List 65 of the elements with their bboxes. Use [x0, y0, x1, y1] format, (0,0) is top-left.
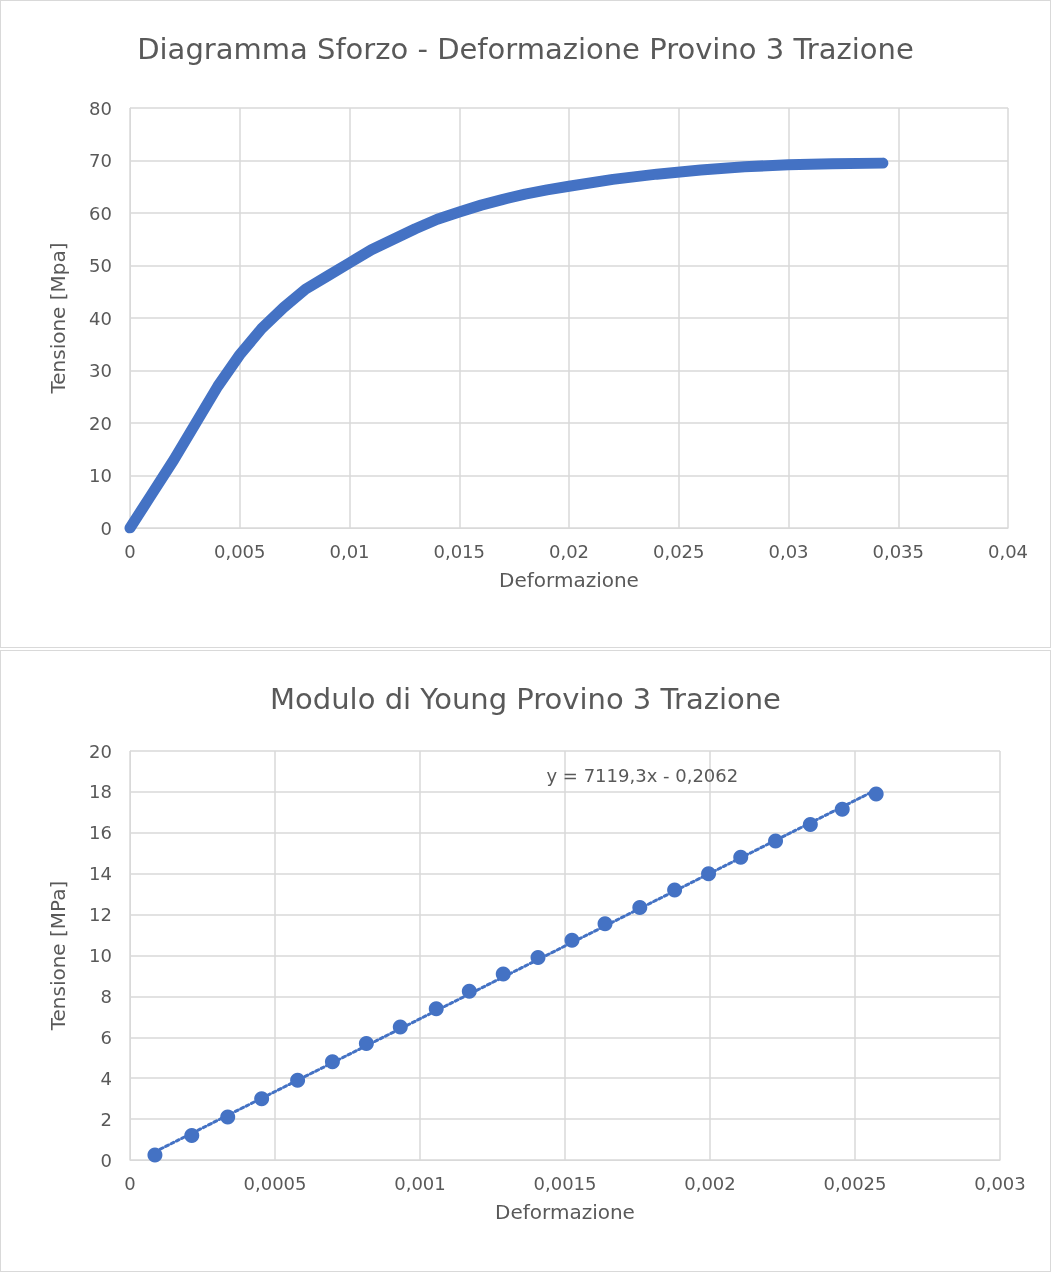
- y-tick-label: 6: [100, 1026, 112, 1048]
- y-tick-label: 8: [100, 985, 112, 1007]
- point: [701, 866, 717, 882]
- point: [802, 817, 818, 833]
- point: [358, 1035, 374, 1051]
- y-tick-label: 14: [89, 863, 112, 885]
- x-tick-label: 0,001: [394, 1172, 446, 1194]
- point: [530, 950, 546, 966]
- y-tick-label: 20: [89, 412, 112, 434]
- y-tick-label: 4: [100, 1067, 112, 1089]
- point: [564, 932, 580, 948]
- x-tick-label: 0,005: [213, 540, 266, 562]
- point: [184, 1127, 200, 1143]
- x-tick-label: 0,03: [768, 540, 809, 562]
- y-tick-label: 80: [89, 97, 112, 119]
- point: [290, 1072, 306, 1088]
- point: [461, 983, 477, 999]
- point: [428, 1001, 444, 1017]
- y-tick-label: 18: [89, 781, 112, 803]
- point: [632, 899, 648, 915]
- y-axis-title: Tensione [MPa]: [46, 880, 70, 1032]
- point: [392, 1019, 408, 1035]
- y-tick-label: 12: [89, 904, 112, 926]
- x-axis-title: Deformazione: [495, 1200, 635, 1224]
- chart-title: Modulo di Young Provino 3 Trazione: [270, 681, 781, 716]
- x-tick-label: 0,025: [652, 540, 705, 562]
- y-tick-label: 20: [89, 740, 112, 762]
- y-tick-label: 60: [89, 202, 112, 224]
- point: [324, 1054, 340, 1070]
- y-tick-label: 10: [89, 465, 112, 486]
- x-tick-label: 0,0015: [533, 1172, 597, 1194]
- x-tick-label: 0,015: [433, 540, 486, 562]
- x-tick-label: 0,04: [987, 540, 1029, 562]
- point: [834, 801, 850, 817]
- x-tick-label: 0,003: [974, 1172, 1026, 1194]
- point: [733, 849, 749, 865]
- point: [220, 1109, 236, 1125]
- chart-title: Diagramma Sforzo - Deformazione Provino 3 Trazione: [137, 31, 914, 66]
- annotation: y = 7119,3x - 0,2062: [546, 764, 739, 786]
- x-tick-label: 0,002: [684, 1172, 736, 1194]
- y-tick-label: 50: [89, 255, 112, 276]
- point: [495, 966, 511, 982]
- y-tick-label: 70: [89, 150, 112, 171]
- point: [254, 1091, 270, 1107]
- y-tick-label: 10: [89, 945, 112, 966]
- point: [768, 833, 784, 849]
- x-tick-label: 0,0025: [823, 1172, 887, 1194]
- point: [597, 916, 613, 932]
- x-tick-label: 0: [124, 1172, 136, 1194]
- y-tick-label: 2: [100, 1108, 112, 1130]
- x-tick-label: 0,02: [548, 540, 590, 562]
- x-tick-label: 0,01: [329, 540, 370, 562]
- y-tick-label: 0: [100, 1149, 112, 1171]
- y-tick-label: 16: [89, 822, 112, 844]
- y-tick-label: 40: [89, 307, 112, 329]
- x-tick-label: 0: [124, 540, 136, 562]
- point: [868, 786, 884, 802]
- y-tick-label: 30: [89, 360, 112, 381]
- y-tick-label: 0: [100, 517, 112, 539]
- y-axis-title: Tensione [Mpa]: [46, 242, 70, 395]
- x-tick-label: 0,0005: [243, 1172, 307, 1194]
- x-axis-title: Deformazione: [499, 568, 639, 592]
- point: [147, 1147, 163, 1163]
- point: [667, 882, 683, 898]
- x-tick-label: 0,035: [872, 540, 925, 562]
